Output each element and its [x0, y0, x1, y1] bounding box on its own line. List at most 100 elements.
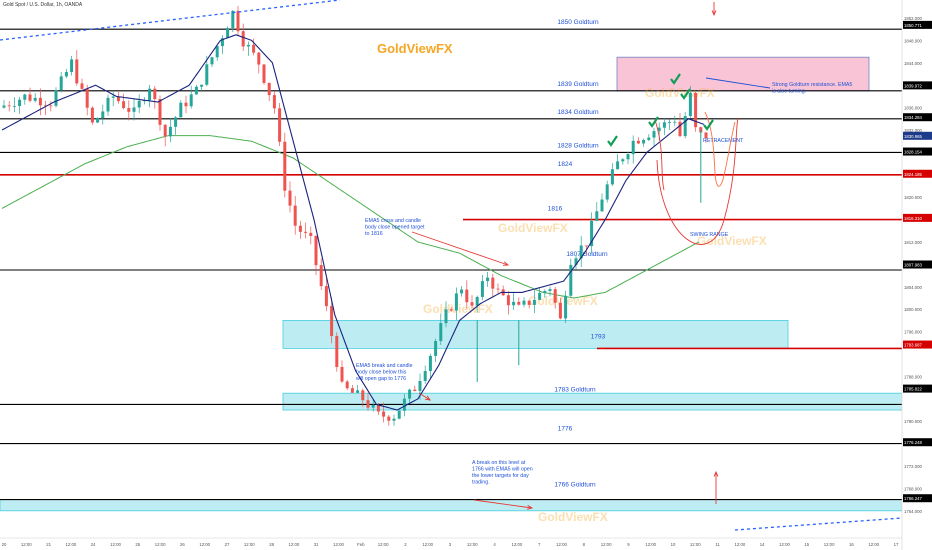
candle-body: [70, 59, 74, 73]
level-label-1793: 1793: [591, 333, 606, 340]
x-tick-label: 12:00: [199, 542, 210, 547]
candle-body: [80, 83, 84, 89]
price-tag-bg: [903, 113, 932, 122]
candle-body: [642, 139, 646, 144]
x-tick-label: 12:00: [556, 542, 567, 547]
candle-body: [85, 88, 89, 108]
price-tag-label: 1816.310: [904, 216, 923, 221]
x-tick-label: 12:00: [378, 542, 389, 547]
candle-body: [683, 116, 687, 137]
x-tick-label: 12:00: [512, 542, 523, 547]
candle-body: [184, 102, 188, 107]
candle-body: [408, 389, 412, 399]
checkmark-2: [670, 73, 681, 85]
candle-body: [668, 122, 672, 123]
watermark-3: GoldViewFX: [528, 294, 598, 308]
watermark-2: GoldViewFX: [498, 221, 568, 235]
candle-body: [558, 302, 562, 319]
x-tick-label: 9: [627, 542, 630, 547]
y-tick-label: 1852.000: [904, 16, 923, 21]
arrow-up-bottom-head: [713, 470, 719, 477]
candle-body: [428, 355, 432, 372]
x-tick-label: Feb: [357, 542, 365, 547]
candle-body: [538, 292, 542, 300]
annotation-4: EMA5 break and candle body close below th…: [356, 363, 413, 382]
candle-body: [23, 94, 27, 100]
x-tick-label: 12:00: [333, 542, 344, 547]
candle-body: [636, 140, 640, 144]
candle-body: [18, 99, 22, 107]
candle-body: [371, 404, 375, 408]
y-tick-label: 1804.000: [904, 285, 923, 290]
zones-layer: [0, 56, 916, 512]
candle-body: [361, 390, 365, 401]
candle-body: [688, 92, 692, 117]
candle-body: [293, 205, 297, 226]
candle-body: [194, 86, 198, 95]
price-axis-layer: 1852.000 1848.000 1844.000 1836.000 1832.000…: [901, 0, 932, 550]
price-tag-bg: [903, 131, 932, 140]
candle-body: [527, 300, 531, 305]
retracement-curve: [704, 111, 736, 187]
candle-body: [246, 44, 250, 47]
candle-body: [205, 64, 209, 85]
price-tag-label: 1807.983: [904, 262, 923, 267]
candle-body: [496, 288, 500, 290]
candle-body: [345, 381, 349, 389]
x-tick-label: 12:00: [244, 542, 255, 547]
candle-body: [434, 341, 438, 356]
candle-body: [304, 231, 308, 233]
x-tick-label: 12:00: [155, 542, 166, 547]
candle-body: [366, 400, 370, 408]
candle-body: [252, 44, 256, 53]
x-tick-label: 28: [269, 542, 274, 547]
candles-layer: [2, 6, 708, 426]
price-tag-label: 1839.972: [904, 83, 923, 88]
candle-body: [392, 418, 396, 421]
level-label-1766: 1766 Goldturn: [554, 482, 596, 489]
price-tag-label: 1766.247: [904, 496, 923, 501]
candle-body: [673, 121, 677, 123]
candle-body: [699, 127, 703, 133]
x-tick-label: 12:00: [868, 542, 879, 547]
x-tick-label: 12:00: [66, 542, 77, 547]
y-tick-label: 1820.000: [904, 195, 923, 200]
level-label-1834: 1834 Goldturn: [557, 109, 599, 116]
price-tag-label: 1785.822: [904, 387, 923, 392]
y-tick-label: 1848.000: [904, 38, 923, 43]
candle-body: [298, 225, 302, 232]
level-label-1850: 1850 Goldturn: [557, 19, 599, 26]
x-tick-label: 12:00: [824, 542, 835, 547]
x-tick-label: 17: [894, 542, 899, 547]
candle-body: [132, 107, 136, 112]
x-tick-label: 2: [404, 542, 407, 547]
candle-body: [678, 121, 682, 137]
y-tick-label: 1780.000: [904, 419, 923, 424]
candle-body: [449, 309, 453, 311]
x-tick-label: 27: [225, 542, 230, 547]
candle-body: [142, 100, 146, 102]
candle-body: [200, 84, 204, 87]
swing-range-curve: [656, 117, 739, 245]
candle-body: [532, 299, 536, 305]
candle-body: [553, 289, 557, 303]
candle-body: [2, 105, 6, 108]
candle-body: [662, 122, 666, 128]
ema-fast-line: [1, 34, 705, 411]
candle-body: [402, 398, 406, 411]
candle-body: [158, 99, 162, 125]
candle-body: [340, 366, 344, 382]
price-tag-bg: [903, 340, 932, 349]
watermarks-layer: GoldViewFX GoldViewFX GoldViewFX GoldViewFX…: [377, 41, 767, 524]
x-tick-label: 12:00: [735, 542, 746, 547]
x-tick-label: 10: [671, 542, 676, 547]
candle-body: [579, 245, 583, 259]
y-tick-label: 1812.000: [904, 240, 923, 245]
arrow-lower-target: [473, 499, 533, 509]
x-tick-label: 16: [849, 542, 854, 547]
price-tag-bg: [903, 147, 932, 156]
candle-body: [7, 105, 11, 107]
candle-body: [54, 90, 58, 106]
retracement-left-curve: [654, 119, 665, 191]
